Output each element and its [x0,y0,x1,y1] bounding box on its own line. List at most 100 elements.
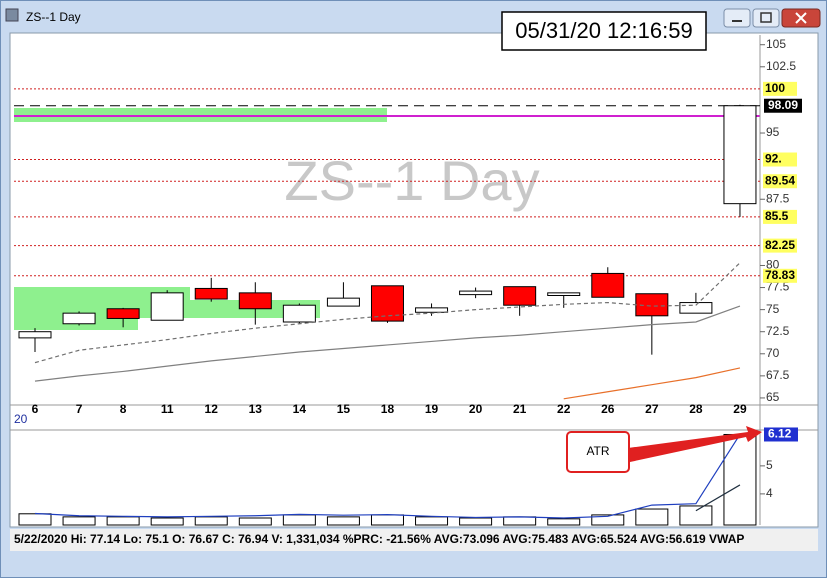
annotation-arrow [628,426,762,462]
app-icon [5,8,19,22]
indicator-line [34,262,741,364]
x-tick-label: 7 [76,402,83,416]
x-tick-label: 12 [205,402,219,416]
bar [194,516,228,526]
y-tick-label: 5 [766,458,773,472]
chart-area [9,32,819,528]
level-label-bg [763,268,797,283]
x-tick-label: 26 [601,402,615,416]
candle-body [62,312,96,325]
close-icon [795,12,807,24]
candle-body [238,292,272,310]
bar [106,516,140,526]
bar [238,517,272,526]
level-label-bg [763,152,797,167]
indicator-line [563,367,741,400]
candle-body [503,286,537,306]
restore-button[interactable] [752,8,780,28]
restore-icon [760,12,772,23]
indicator-line [34,434,741,519]
y-tick-label: 4 [766,486,773,500]
level-label-bg [763,238,797,253]
bar [370,514,404,526]
x-tick-label: 13 [249,402,263,416]
x-tick-label: 19 [425,402,439,416]
bar [547,518,581,526]
y-tick-label: 105 [766,37,786,51]
candle-body [18,331,52,339]
x-tick-label: 6 [32,402,39,416]
clock: 05/31/20 12:16:59 [515,18,692,43]
x-tick-label: 29 [733,402,747,416]
x-tick-label: 20 [469,402,483,416]
bar [62,516,96,526]
y-tick-label: 95 [766,125,780,139]
candle-body [370,285,404,322]
x-tick-label: 14 [293,402,307,416]
candle-body [459,290,493,296]
level-label-bg [763,81,797,96]
watermark: ZS--1 Day [284,149,539,212]
level-label: 82.25 [765,238,795,252]
y-tick-label: 70 [766,346,780,360]
y-tick-label: 65 [766,390,780,404]
plot-layer: 105 102.5 95 87.5 80 77.5 75 72.5 70 67.5 65 5 4 100 9… [14,37,802,526]
y-tick-label: 80 [766,258,780,272]
candle-body [194,287,228,300]
annotation: ATR [586,444,609,458]
minimize-button[interactable] [723,8,751,28]
bar [723,433,757,526]
y-tick-label: 72.5 [766,324,790,338]
status-text: 5/22/2020 Hi: 77.14 Lo: 75.1 O: 76.67 C:… [14,532,744,546]
y-tick-label: 87.5 [766,191,790,205]
level-label: 85.5 [765,209,789,223]
window-title: ZS--1 Day [26,10,81,24]
bar [459,517,493,526]
y-tick-label: 77.5 [766,280,790,294]
x-tick-label: 11 [161,402,174,416]
level-label: 92. [765,152,782,166]
level-label-bg [763,174,797,189]
x-tick-label: 27 [645,402,659,416]
candle-body [106,308,140,319]
bar [415,516,449,526]
period-label: 20 [14,412,28,426]
candle-body [679,302,713,314]
x-tick-label: 21 [513,402,527,416]
y-tick-label: 102.5 [766,59,796,73]
candle-body [415,307,449,313]
bar [503,516,537,526]
candle-body [282,304,316,323]
bar [591,514,625,526]
last-price-bg [764,98,802,113]
last-value-bg [764,427,798,442]
bar [282,514,316,526]
clock-box [501,11,707,51]
annotation-box [566,431,630,473]
level-label: 100 [765,81,785,95]
level-label: 89.54 [765,173,795,187]
candle-body [547,292,581,297]
bar [150,517,184,526]
bar [18,513,52,526]
bar [679,505,713,526]
x-tick-label: 18 [381,402,395,416]
candle-body [591,272,625,298]
y-tick-label: 75 [766,302,780,316]
indicator-line [695,484,741,512]
candle-body [723,105,757,205]
level-label-bg [763,209,797,224]
status-bar [10,529,818,551]
x-tick-label: 28 [689,402,703,416]
y-tick-label: 67.5 [766,368,790,382]
last-value-label: 6.12 [768,427,792,441]
last-price-label: 98.09 [768,98,798,112]
candle-body [150,292,184,321]
x-tick-label: 15 [337,402,351,416]
x-tick-label: 8 [120,402,127,416]
bar [635,508,669,526]
x-tick-label: 22 [557,402,571,416]
indicator-line [34,305,741,382]
candle-body [326,297,360,307]
